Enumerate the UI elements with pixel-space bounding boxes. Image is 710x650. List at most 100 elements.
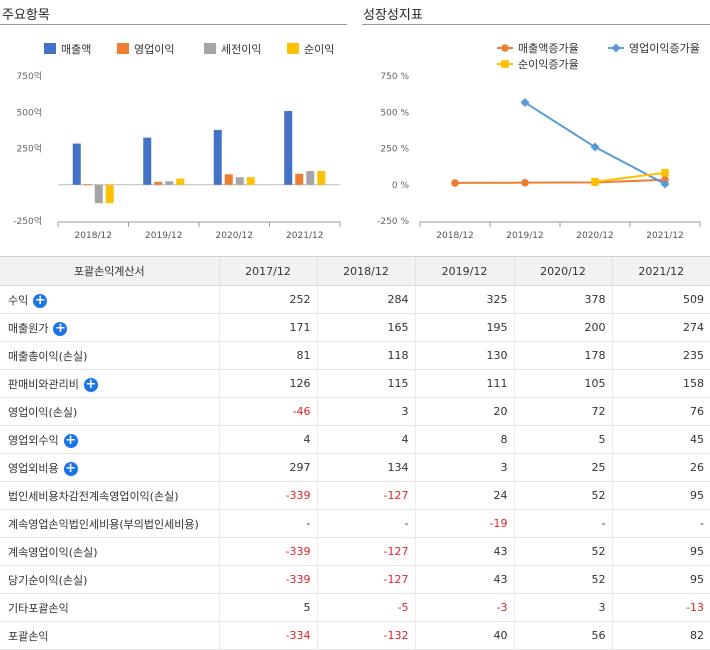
table-cell: 56 bbox=[513, 621, 612, 650]
point-영업이익증가율-2020/12 bbox=[590, 142, 600, 152]
table-cell: 252 bbox=[218, 285, 317, 314]
x-tick-label: 2020/12 bbox=[576, 231, 613, 241]
row-label: 수익 + bbox=[0, 285, 219, 314]
point-영업이익증가율-2019/12 bbox=[520, 98, 530, 108]
expand-plus-icon[interactable]: + bbox=[83, 376, 98, 392]
bar-매출액-2019/12 bbox=[143, 137, 152, 185]
table-cell: 378 bbox=[513, 285, 612, 314]
row-label: 매출총이익(손실) bbox=[0, 341, 219, 370]
table-cell: 165 bbox=[316, 313, 415, 342]
table-cell: 95 bbox=[611, 481, 710, 510]
header-statement-title: 포괄손익계산서 bbox=[0, 256, 219, 286]
table-cell: 40 bbox=[414, 621, 514, 650]
table-cell: 178 bbox=[513, 341, 612, 370]
table-cell: -3 bbox=[414, 593, 514, 622]
table-row: 영업이익(손실) -46 3 20 72 76 bbox=[0, 397, 710, 426]
legend-label-4: 순이익 bbox=[304, 43, 334, 56]
table-cell: 3 bbox=[414, 453, 514, 482]
legend-swatch-4 bbox=[287, 43, 299, 54]
table-row: 계속영업이익(손실) -339 -127 43 52 95 bbox=[0, 537, 710, 566]
row-label: 당기순이익(손실) bbox=[0, 565, 219, 594]
row-label-text: 계속영업이익(손실) bbox=[8, 545, 98, 559]
table-cell: 82 bbox=[611, 621, 710, 650]
table-row: 영업외비용 +297 134 3 25 26 bbox=[0, 453, 710, 482]
row-label-text: 영업외비용 bbox=[8, 461, 59, 475]
table-cell: 158 bbox=[611, 369, 710, 398]
table-cell: 81 bbox=[218, 341, 317, 370]
bar-세전이익-2018/12 bbox=[94, 184, 103, 204]
header-year-2017/12: 2017/12 bbox=[218, 256, 317, 286]
table-cell: 72 bbox=[513, 397, 612, 426]
row-label: 영업이익(손실) bbox=[0, 397, 219, 426]
table-cell: - bbox=[316, 509, 415, 538]
row-label-text: 매출원가 bbox=[8, 321, 49, 335]
table-cell: 115 bbox=[316, 369, 415, 398]
bar-매출액-2018/12 bbox=[72, 143, 81, 185]
bar-세전이익-2021/12 bbox=[306, 170, 315, 185]
expand-plus-icon[interactable]: + bbox=[63, 460, 78, 476]
table-cell: - bbox=[513, 509, 612, 538]
legend-marker-1 bbox=[501, 44, 509, 52]
table-cell: 3 bbox=[513, 593, 612, 622]
x-tick-label: 2019/12 bbox=[145, 231, 182, 241]
row-label-text: 계속영업손익법인세비용(부의법인세비용) bbox=[8, 517, 199, 531]
table-cell: 95 bbox=[611, 565, 710, 594]
table-cell: 3 bbox=[316, 397, 415, 426]
table-cell: 105 bbox=[513, 369, 612, 398]
legend-label-2: 영업이익증가율 bbox=[629, 42, 700, 55]
table-row: 당기순이익(손실) -339 -127 43 52 95 bbox=[0, 565, 710, 594]
row-label: 매출원가 + bbox=[0, 313, 219, 342]
legend-label-1: 매출액 bbox=[61, 43, 91, 56]
table-row: 영업외수익 +4 4 8 5 45 bbox=[0, 425, 710, 454]
table-cell: 195 bbox=[414, 313, 514, 342]
header-year-2019/12: 2019/12 bbox=[414, 256, 514, 286]
row-label-text: 수익 bbox=[8, 293, 29, 307]
header-year-2020/12: 2020/12 bbox=[513, 256, 612, 286]
table-cell: 24 bbox=[414, 481, 514, 510]
row-label: 영업외수익 + bbox=[0, 425, 219, 454]
bar-순이익-2018/12 bbox=[105, 184, 114, 204]
legend-marker-2 bbox=[611, 43, 621, 53]
bar-매출액-2021/12 bbox=[284, 110, 293, 185]
point-매출액증가율-2019/12 bbox=[521, 178, 529, 187]
table-row: 매출총이익(손실) 81 118 130 178 235 bbox=[0, 341, 710, 370]
expand-plus-icon[interactable]: + bbox=[53, 320, 68, 336]
table-cell: 45 bbox=[611, 425, 710, 454]
table-cell: 20 bbox=[414, 397, 514, 426]
legend-swatch-3 bbox=[204, 43, 216, 54]
table-cell: 235 bbox=[611, 341, 710, 370]
table-cell: -19 bbox=[414, 509, 514, 538]
table-cell: - bbox=[611, 509, 710, 538]
table-row: 계속영업손익법인세비용(부의법인세비용) - - -19- - bbox=[0, 509, 710, 538]
legend-swatch-1 bbox=[44, 43, 56, 54]
table-cell: 509 bbox=[611, 285, 710, 314]
table-cell: 52 bbox=[513, 481, 612, 510]
table-cell: 52 bbox=[513, 565, 612, 594]
legend-label-2: 영업이익 bbox=[134, 43, 174, 56]
left-chart-title: 주요항목 bbox=[2, 8, 50, 23]
table-cell: 76 bbox=[611, 397, 710, 426]
bar-세전이익-2020/12 bbox=[235, 177, 244, 185]
table-cell: 4 bbox=[218, 425, 317, 454]
table-cell: 111 bbox=[414, 369, 514, 398]
y-tick-label: 250 % bbox=[380, 145, 409, 155]
bar-순이익-2019/12 bbox=[176, 178, 185, 185]
table-cell: -132 bbox=[316, 621, 415, 650]
table-cell: 284 bbox=[316, 285, 415, 314]
header-year-2018/12: 2018/12 bbox=[316, 256, 415, 286]
line-매출액증가율 bbox=[454, 178, 666, 184]
expand-plus-icon[interactable]: + bbox=[33, 292, 48, 308]
table-cell: -339 bbox=[218, 565, 317, 594]
table-cell: 274 bbox=[611, 313, 710, 342]
bar-매출액-2020/12 bbox=[213, 129, 222, 185]
table-row: 판매비와관리비 +126 115 111 105 158 bbox=[0, 369, 710, 398]
bar-순이익-2021/12 bbox=[317, 170, 326, 185]
expand-plus-icon[interactable]: + bbox=[63, 432, 78, 448]
legend-marker-3 bbox=[501, 60, 509, 68]
table-cell: 134 bbox=[316, 453, 415, 482]
point-영업이익증가율-2021/12 bbox=[660, 179, 670, 189]
y-tick-label: 0 % bbox=[392, 181, 410, 191]
right-title-divider bbox=[362, 24, 710, 25]
bar-순이익-2020/12 bbox=[246, 177, 255, 185]
point-매출액증가율-2018/12 bbox=[451, 179, 459, 187]
